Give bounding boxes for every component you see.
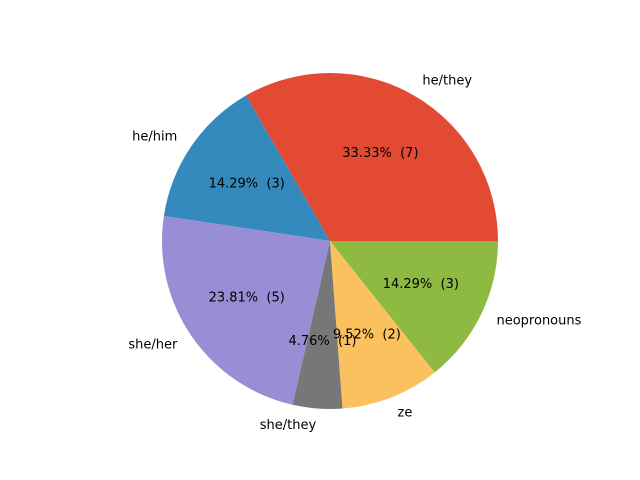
slice-label: he/they (422, 73, 472, 88)
slice-label: she/her (128, 338, 178, 353)
slice-percent-label: 4.76% (1) (288, 334, 356, 349)
slice-label: she/they (260, 418, 317, 433)
pie-labels: he/they 33.33% (7) he/him 14.29% (3) she/her… (128, 73, 581, 432)
pie-slice-neopronouns (330, 241, 498, 373)
pie-slice-she-they (292, 241, 343, 409)
slice-label: ze (398, 406, 413, 421)
pie-wedges (162, 72, 498, 409)
slice-percent-label: 33.33% (7) (342, 146, 418, 161)
slice-label: neopronouns (496, 314, 581, 329)
pie-slice-he-him (163, 95, 330, 242)
slice-percent-label: 23.81% (5) (209, 290, 285, 305)
slice-percent-label: 14.29% (3) (383, 277, 459, 292)
pie-slice-he-they (246, 72, 498, 242)
pie-slice-she-her (162, 215, 330, 405)
slice-label: he/him (132, 129, 177, 144)
slice-percent-label: 14.29% (3) (209, 177, 285, 192)
pie-slice-ze (330, 241, 435, 409)
slice-percent-label: 9.52% (2) (333, 327, 401, 342)
